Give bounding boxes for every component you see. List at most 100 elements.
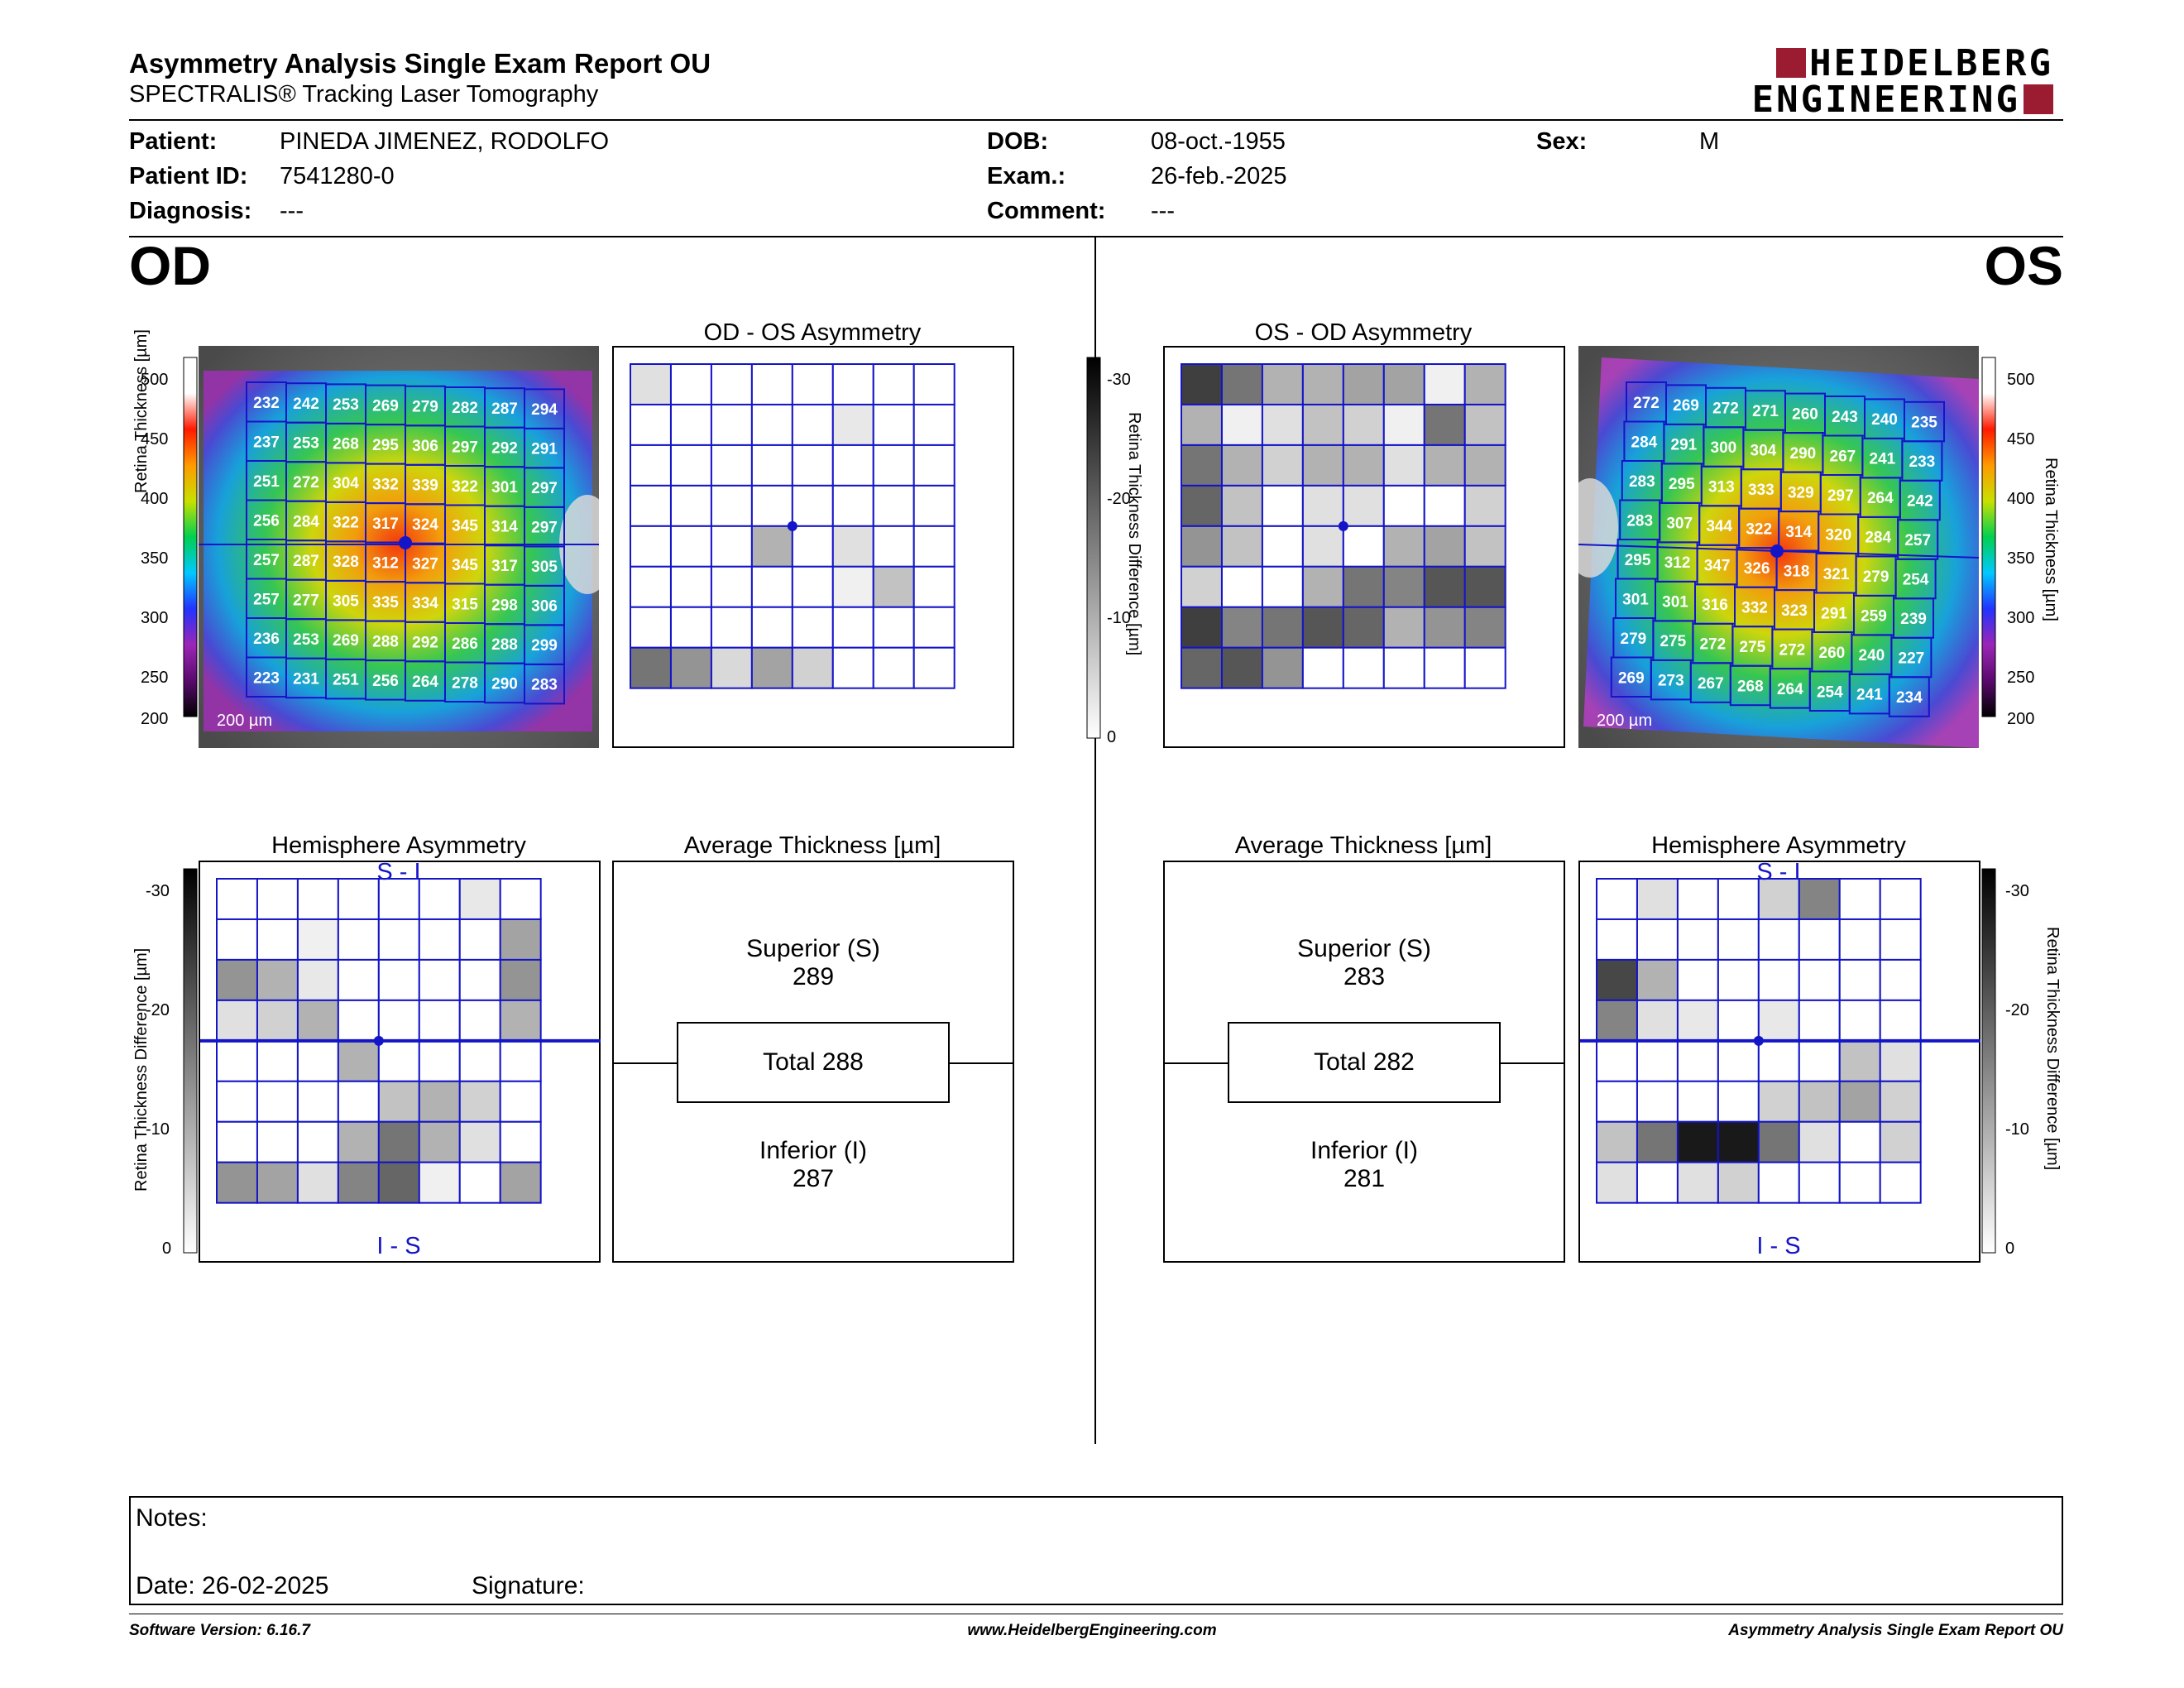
od-tick-400: 400 [141,490,169,508]
os-diff-axis-title: Retina Thickness Difference [µm] [2043,927,2062,1171]
os-map-value: 318 [1784,563,1810,580]
os-asym-cell [1261,403,1304,446]
os-thickness-map-svg: 272 269 272 271 260 243 240 235 284 291 300 304 290 2… [1578,346,1979,748]
os-asym-cell [1220,565,1263,608]
od-asym-cell [831,646,874,689]
od-hemi-cell [458,1080,501,1123]
od-map-value: 272 [293,474,319,492]
os-asym-cell [1463,444,1506,487]
od-hemi-cell [499,999,542,1042]
notes-box[interactable]: Notes: Date: 26-02-2025 Signature: [129,1496,2063,1605]
od-map-value: 345 [452,517,478,535]
os-tick-400: 400 [2007,490,2035,508]
od-asym-cell [710,565,753,608]
od-asym-cell [710,444,753,487]
od-asym-cell [912,403,956,446]
os-map-value: 284 [1631,434,1658,451]
od-thickness-colorbar-svg [183,357,198,717]
od-asym-title: OD - OS Asymmetry [703,319,922,346]
os-hemi-cell [1676,878,1719,920]
od-map-value: 305 [333,593,359,611]
od-hemi-cell [256,1080,299,1123]
patient-id-value: 7541280-0 [280,163,395,189]
od-asym-cell [831,606,874,649]
od-map-value: 253 [293,631,319,649]
os-asym-cell [1181,646,1223,689]
difference-gradient-bar [1086,357,1101,739]
os-hemi-cell [1596,1161,1638,1204]
os-diff-tick-0: 0 [2005,1240,2015,1258]
os-hemi-cell [1636,1161,1679,1204]
os-asym-cell [1261,646,1304,689]
os-asym-cell [1301,444,1344,487]
os-hemi-cell [1676,1039,1719,1082]
logo-line-1: HEIDELBERG [1776,42,2053,84]
od-asym-cell [630,444,672,487]
os-asym-cell [1301,484,1344,527]
os-asym-cell [1463,525,1506,568]
os-map-value: 254 [1903,572,1929,589]
center-diff-tick-0: 0 [1107,728,1117,746]
os-map-value: 240 [1859,647,1885,664]
os-asym-cell [1382,606,1425,649]
exam-value: 26-feb.-2025 [1151,163,1287,189]
os-hemi-colorbar: -30 -20 -10 0 Retina Thickness Differenc… [1980,861,2063,1261]
od-map-value: 231 [293,670,319,688]
od-map-value: 312 [372,554,399,572]
os-map-value: 279 [1621,631,1647,648]
os-asym-cell [1423,484,1466,527]
patient-label: Patient: [129,128,218,155]
od-asym-cell [831,525,874,568]
od-map-value: 294 [531,401,558,419]
od-diff-tick-0: 0 [162,1240,172,1258]
os-map-cell [1888,676,1930,717]
od-map-value: 268 [333,436,359,453]
os-map-value: 291 [1821,605,1847,622]
od-diff-axis-title: Retina Thickness Difference [µm] [132,947,151,1192]
os-map-value: 227 [1899,650,1925,668]
os-hemi-cell [1838,958,1881,1001]
os-asym-cell [1423,403,1466,446]
od-map-value: 256 [253,512,280,530]
od-map-value: 232 [253,395,280,412]
os-asym-cell [1382,646,1425,689]
os-map-value: 259 [1861,608,1887,626]
os-map-value: 272 [1633,395,1660,412]
os-hemi-cell [1838,1080,1881,1123]
os-map-value: 329 [1788,484,1814,501]
od-asym-cell [912,565,956,608]
od-map-value: 256 [372,673,399,690]
os-asym-cell [1181,403,1223,446]
os-hemi-cell [1757,999,1800,1042]
os-tick-450: 450 [2007,430,2035,448]
od-map-value: 339 [412,477,438,495]
od-hemi-cell [418,918,461,961]
os-map-value: 307 [1666,516,1693,533]
os-hemi-cell [1838,1120,1881,1163]
od-asym-cell [831,484,874,527]
od-asym-cell [912,444,956,487]
os-map-value: 313 [1708,479,1735,496]
os-hemi-fovea-marker [1753,1035,1764,1046]
od-hemi-cell [418,1120,461,1163]
od-map-value: 278 [452,674,478,692]
os-asym-fovea-marker [1338,520,1348,531]
od-hemi-cell [377,1120,420,1163]
od-hemi-cell [337,918,380,961]
os-asym-grid-svg [1181,363,1506,689]
os-diff-tick-10: -10 [2005,1120,2029,1139]
od-map-value: 269 [333,632,359,650]
od-diff-tick-30: -30 [146,882,170,900]
os-map-value: 235 [1911,415,1937,432]
os-hemi-cell [1717,1080,1760,1123]
os-map-value: 264 [1867,490,1894,507]
os-thickness-axis-title: Retina Thickness [µm] [2042,458,2060,621]
website-link[interactable]: www.HeidelbergEngineering.com [967,1622,1217,1639]
os-asym-cell [1382,444,1425,487]
od-map-value: 264 [412,674,438,691]
od-asym-cell [750,484,793,527]
date-label: Date: 26-02-2025 [136,1572,329,1599]
os-hemi-cell [1838,1039,1881,1082]
od-asym-cell [831,444,874,487]
os-map-value: 272 [1712,400,1739,418]
